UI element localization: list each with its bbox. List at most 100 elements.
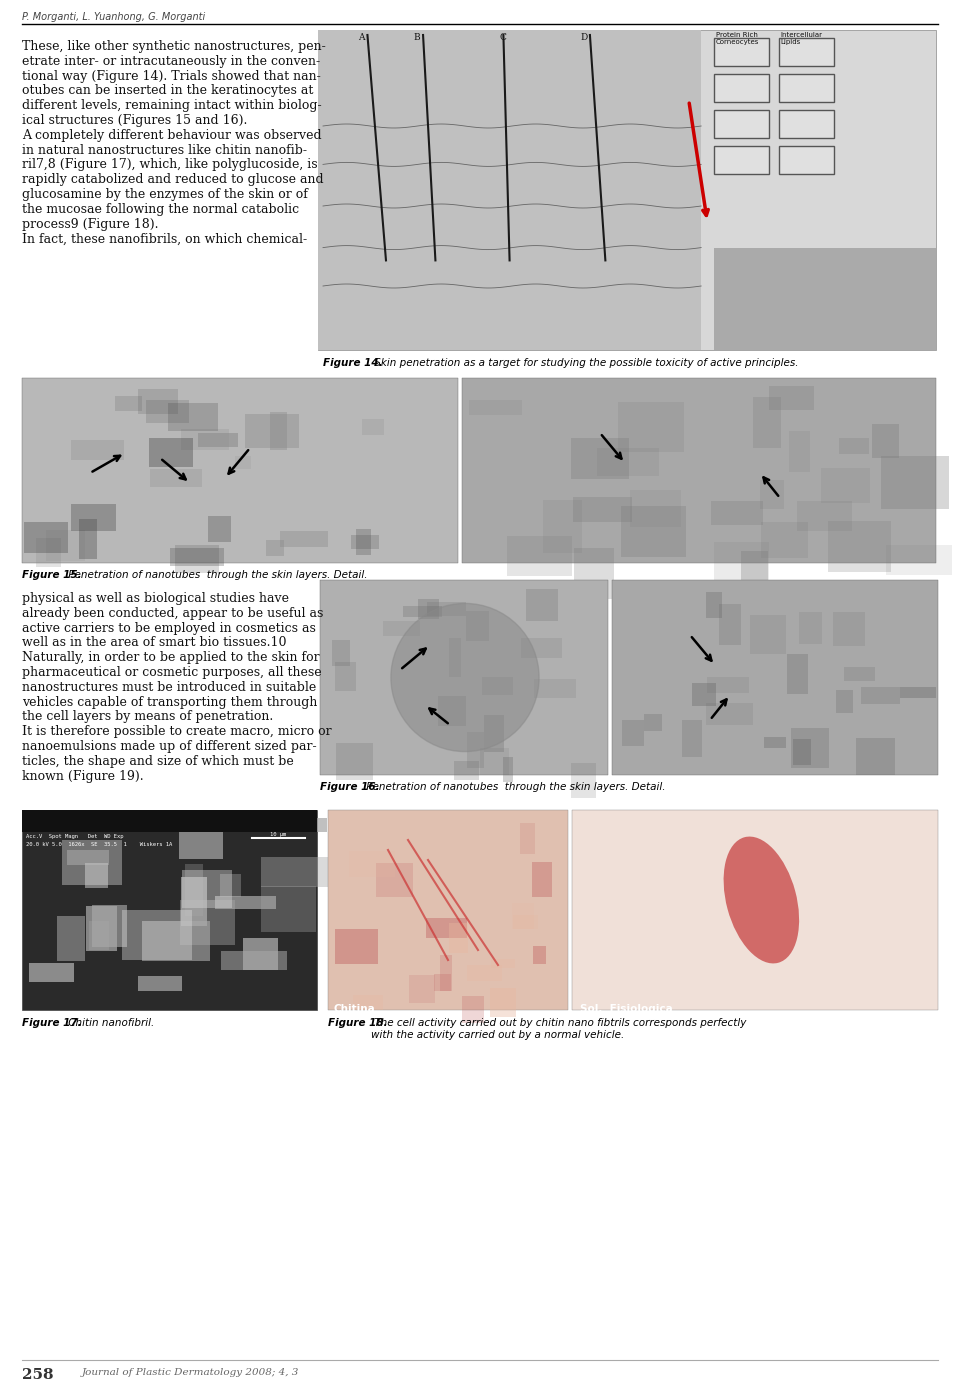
Text: Intercellular
Lipids: Intercellular Lipids <box>780 32 823 45</box>
Bar <box>571 439 629 479</box>
Bar <box>797 501 852 531</box>
Bar <box>691 683 715 706</box>
Bar <box>362 419 384 435</box>
Text: P. Morganti, L. Yuanhong, G. Morganti: P. Morganti, L. Yuanhong, G. Morganti <box>22 13 205 22</box>
Text: ticles, the shape and size of which must be: ticles, the shape and size of which must… <box>22 755 294 768</box>
Bar <box>348 851 396 878</box>
Bar <box>779 74 833 102</box>
Bar <box>759 479 784 510</box>
Bar <box>86 907 117 951</box>
Text: The cell activity carried out by chitin nano fibtrils corresponds perfectly
with: The cell activity carried out by chitin … <box>371 1018 746 1039</box>
Bar <box>71 440 124 460</box>
Bar <box>520 823 535 854</box>
Text: Journal of Plastic Dermatology 2008; 4, 3: Journal of Plastic Dermatology 2008; 4, … <box>82 1368 300 1378</box>
Bar <box>448 638 461 677</box>
Bar <box>779 38 833 65</box>
Bar <box>791 727 828 768</box>
Bar <box>261 857 329 887</box>
Bar <box>318 31 936 350</box>
Bar <box>713 38 769 65</box>
Bar <box>468 733 485 768</box>
Bar <box>789 430 810 472</box>
Text: otubes can be inserted in the keratinocytes at: otubes can be inserted in the keratinocy… <box>22 85 313 98</box>
Bar <box>185 864 203 915</box>
Bar <box>168 403 218 432</box>
Bar <box>779 146 833 174</box>
Bar <box>751 614 785 653</box>
Bar <box>22 809 317 1010</box>
Bar <box>418 599 439 620</box>
Bar <box>235 456 252 469</box>
Bar <box>856 738 896 775</box>
Bar <box>335 929 377 964</box>
Text: nanostructures must be introduced in suitable: nanostructures must be introduced in sui… <box>22 681 316 694</box>
Text: Figure 14.: Figure 14. <box>323 358 383 368</box>
Bar <box>356 529 371 554</box>
Bar <box>886 545 952 575</box>
Bar <box>621 720 643 747</box>
Bar <box>466 610 490 641</box>
Bar <box>713 248 936 350</box>
Bar <box>149 439 193 468</box>
Text: tional way (Figure 14). Trials showed that nan-: tional way (Figure 14). Trials showed th… <box>22 70 321 82</box>
Bar <box>434 974 451 990</box>
Bar <box>71 504 116 531</box>
Bar <box>844 667 876 681</box>
Text: C: C <box>500 33 507 42</box>
Bar <box>122 910 192 960</box>
Bar <box>175 545 219 573</box>
Bar <box>180 429 228 450</box>
Bar <box>318 31 701 350</box>
Bar <box>713 146 769 174</box>
Text: active carriers to be employed in cosmetics as: active carriers to be employed in cosmet… <box>22 621 316 635</box>
Text: 258: 258 <box>22 1368 54 1382</box>
Bar <box>839 437 869 454</box>
Bar <box>46 531 84 561</box>
Bar <box>760 522 808 559</box>
Bar <box>483 677 514 695</box>
Bar <box>644 713 662 731</box>
Bar <box>821 468 870 503</box>
Text: the mucosae following the normal catabolic: the mucosae following the normal catabol… <box>22 203 300 216</box>
Bar <box>383 621 420 635</box>
Bar <box>710 500 763 525</box>
Bar <box>570 763 596 798</box>
Text: process9 (Figure 18).: process9 (Figure 18). <box>22 217 158 231</box>
Bar <box>115 396 142 411</box>
Bar <box>80 520 98 559</box>
Bar <box>513 904 534 929</box>
Text: Acc.V  Spot Magn   Det  WD Exp: Acc.V Spot Magn Det WD Exp <box>26 834 124 839</box>
Bar <box>84 864 108 887</box>
Text: A: A <box>358 33 365 42</box>
Text: Penetration of nanotubes  through the skin layers. Detail.: Penetration of nanotubes through the ski… <box>363 781 665 793</box>
Bar <box>215 896 276 908</box>
Bar <box>514 915 539 929</box>
Bar <box>573 497 632 522</box>
Bar <box>525 589 558 621</box>
Text: Skin penetration as a target for studying the possible toxicity of active princi: Skin penetration as a target for studyin… <box>371 358 799 368</box>
Text: known (Figure 19).: known (Figure 19). <box>22 769 144 783</box>
Text: rapidly catabolized and reduced to glucose and: rapidly catabolized and reduced to gluco… <box>22 173 324 187</box>
Bar <box>708 677 749 692</box>
Bar <box>618 403 684 453</box>
Bar <box>92 905 127 947</box>
Text: ril7,8 (Figure 17), which, like polyglucoside, is: ril7,8 (Figure 17), which, like polygluc… <box>22 159 318 171</box>
Bar <box>67 850 108 865</box>
Bar <box>484 715 504 752</box>
Bar <box>800 612 822 644</box>
Bar <box>89 921 109 950</box>
Bar <box>22 809 317 832</box>
Text: physical as well as biological studies have: physical as well as biological studies h… <box>22 592 289 605</box>
Bar <box>245 415 299 447</box>
Text: well as in the area of smart bio tissues.10: well as in the area of smart bio tissues… <box>22 637 286 649</box>
Bar <box>507 535 572 575</box>
Bar <box>410 975 435 1003</box>
Bar <box>828 521 891 573</box>
Bar <box>243 939 278 970</box>
Bar <box>872 423 900 458</box>
Bar <box>753 397 780 449</box>
Bar <box>683 720 702 756</box>
Text: A completely different behaviour was observed: A completely different behaviour was obs… <box>22 128 322 142</box>
Text: Naturally, in order to be applied to the skin for: Naturally, in order to be applied to the… <box>22 651 320 664</box>
Bar <box>353 995 382 1010</box>
